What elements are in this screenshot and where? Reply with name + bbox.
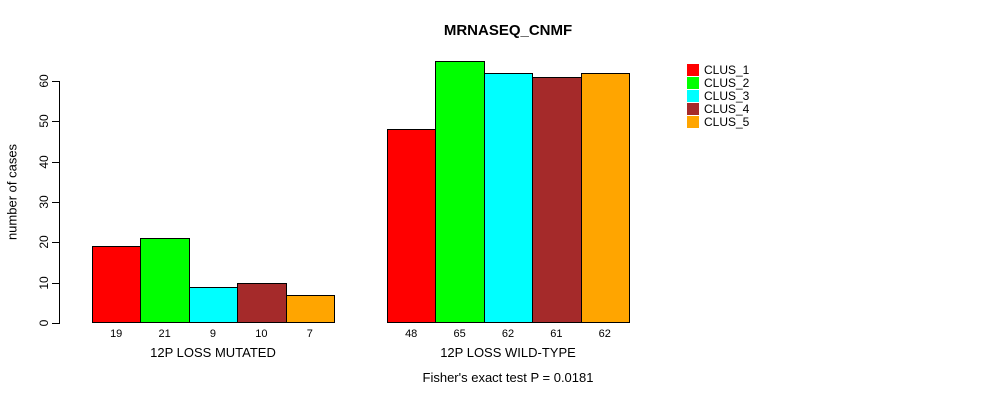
bar-value-label: 19 bbox=[110, 328, 123, 340]
y-axis-tick-label: 20 bbox=[37, 235, 51, 250]
bar-value-label: 21 bbox=[158, 328, 171, 340]
legend-item-clus_3: CLUS_3 bbox=[687, 88, 750, 103]
bar-value-label: 7 bbox=[306, 328, 313, 340]
y-axis-tick-label: 40 bbox=[37, 154, 51, 169]
group-label: 12P LOSS MUTATED bbox=[150, 345, 276, 360]
legend-label: CLUS_2 bbox=[704, 75, 750, 90]
y-axis-line bbox=[59, 81, 60, 324]
y-axis-tick bbox=[52, 161, 59, 163]
bar-value-label: 10 bbox=[255, 328, 268, 340]
y-axis-tick bbox=[52, 81, 59, 82]
legend-swatch-clus_4 bbox=[687, 103, 699, 116]
y-axis-tick bbox=[52, 323, 59, 324]
bar-value-label: 48 bbox=[405, 328, 418, 340]
legend-swatch-clus_1 bbox=[687, 63, 699, 76]
group-label: 12P LOSS WILD-TYPE bbox=[440, 345, 576, 360]
bar-clus_4-2 bbox=[532, 76, 582, 323]
y-axis-tick-label: 60 bbox=[37, 74, 51, 88]
y-axis-tick-label: 10 bbox=[37, 275, 51, 290]
bar-clus_5-1 bbox=[285, 294, 335, 323]
bar-value-label: 9 bbox=[209, 328, 217, 340]
bar-value-label: 65 bbox=[453, 328, 466, 340]
chart-title: MRNASEQ_CNMF bbox=[443, 22, 573, 39]
bar-clus_3-2 bbox=[483, 72, 534, 323]
y-axis-tick bbox=[52, 121, 59, 123]
y-axis-tick bbox=[52, 282, 59, 284]
bar-value-label: 62 bbox=[501, 328, 515, 340]
bar-clus_2-2 bbox=[435, 60, 485, 323]
legend-label: CLUS_1 bbox=[704, 62, 750, 77]
y-axis-tick-label: 50 bbox=[37, 114, 51, 129]
bar-clus_1-2 bbox=[387, 129, 437, 323]
y-axis-title: number of cases bbox=[4, 143, 20, 241]
bar-clus_4-1 bbox=[237, 282, 287, 323]
legend-swatch-clus_2 bbox=[687, 76, 699, 89]
legend-item-clus_1: CLUS_1 bbox=[687, 62, 750, 77]
fisher-test-annotation: Fisher's exact test P = 0.0181 bbox=[422, 370, 594, 385]
bar-clus_5-2 bbox=[580, 72, 630, 323]
legend-item-clus_4: CLUS_4 bbox=[687, 102, 750, 117]
legend-label: CLUS_5 bbox=[704, 115, 750, 130]
bar-value-label: 62 bbox=[598, 328, 611, 340]
legend-swatch-clus_3 bbox=[687, 89, 699, 102]
bar-clus_3-1 bbox=[188, 286, 239, 323]
legend-item-clus_2: CLUS_2 bbox=[687, 75, 750, 90]
legend-swatch-clus_5 bbox=[687, 116, 699, 129]
legend-label: CLUS_4 bbox=[704, 102, 750, 117]
bar-clus_2-1 bbox=[140, 238, 190, 323]
legend-item-clus_5: CLUS_5 bbox=[687, 115, 750, 130]
y-axis-tick-label: 30 bbox=[37, 195, 51, 209]
legend-label: CLUS_3 bbox=[704, 88, 750, 103]
y-axis-tick bbox=[52, 202, 59, 203]
y-axis-tick bbox=[52, 242, 59, 244]
bar-value-label: 61 bbox=[550, 328, 563, 340]
bar-clus_1-1 bbox=[92, 246, 142, 323]
y-axis-tick-label: 0 bbox=[37, 319, 51, 327]
